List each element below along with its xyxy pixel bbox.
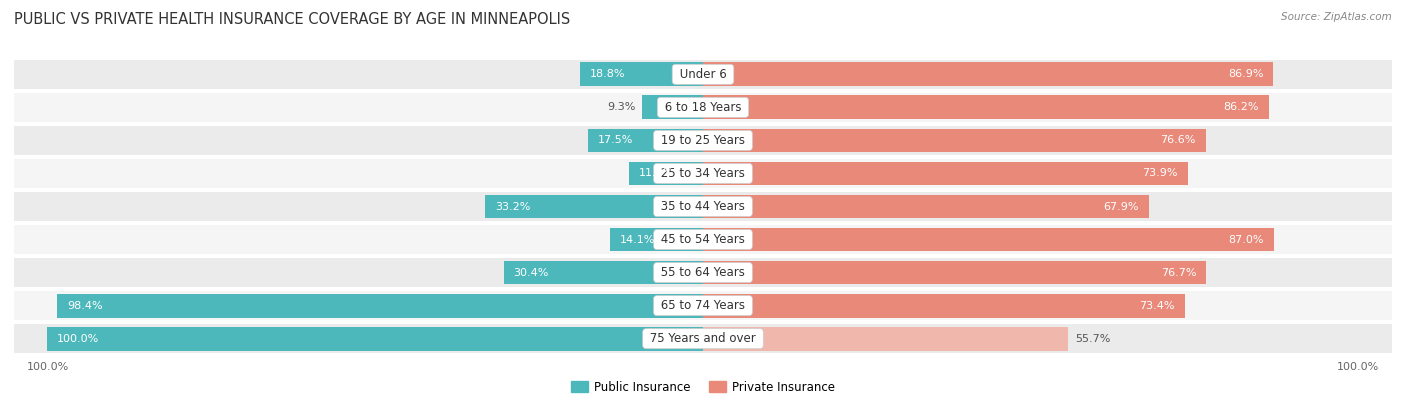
Bar	[14, 126, 1392, 155]
Text: 100.0%: 100.0%	[56, 334, 98, 344]
Text: 98.4%: 98.4%	[67, 301, 103, 311]
Text: 18.8%: 18.8%	[589, 69, 626, 79]
Bar	[703, 62, 1274, 86]
Text: 55 to 64 Years: 55 to 64 Years	[657, 266, 749, 279]
Bar	[588, 128, 703, 152]
Bar	[703, 228, 1274, 252]
Text: 14.1%: 14.1%	[620, 235, 655, 244]
Bar	[14, 225, 1392, 254]
Bar	[703, 161, 1188, 185]
Text: 55.7%: 55.7%	[1076, 334, 1111, 344]
Text: 76.7%: 76.7%	[1161, 268, 1197, 278]
Bar	[703, 95, 1268, 119]
Bar	[14, 159, 1392, 188]
Bar	[503, 261, 703, 285]
Text: 75 Years and over: 75 Years and over	[647, 332, 759, 345]
Text: Source: ZipAtlas.com: Source: ZipAtlas.com	[1281, 12, 1392, 22]
Bar	[14, 291, 1392, 320]
Legend: Public Insurance, Private Insurance: Public Insurance, Private Insurance	[567, 376, 839, 399]
Text: 6 to 18 Years: 6 to 18 Years	[661, 101, 745, 114]
Text: 35 to 44 Years: 35 to 44 Years	[657, 200, 749, 213]
Text: 33.2%: 33.2%	[495, 202, 530, 211]
Text: 9.3%: 9.3%	[607, 102, 636, 112]
Text: 86.2%: 86.2%	[1223, 102, 1258, 112]
Text: 87.0%: 87.0%	[1229, 235, 1264, 244]
Text: 73.4%: 73.4%	[1139, 301, 1175, 311]
Text: 17.5%: 17.5%	[598, 135, 633, 145]
Bar	[14, 192, 1392, 221]
Bar	[703, 327, 1069, 351]
Bar	[485, 195, 703, 218]
Text: 76.6%: 76.6%	[1160, 135, 1195, 145]
Text: 86.9%: 86.9%	[1227, 69, 1264, 79]
Bar	[14, 258, 1392, 287]
Bar	[14, 60, 1392, 89]
Bar	[46, 327, 703, 351]
Text: 100.0%: 100.0%	[27, 363, 69, 373]
Bar	[14, 324, 1392, 353]
Bar	[58, 294, 703, 318]
Bar	[703, 195, 1149, 218]
Text: 67.9%: 67.9%	[1104, 202, 1139, 211]
Bar	[610, 228, 703, 252]
Text: 100.0%: 100.0%	[1337, 363, 1379, 373]
Bar	[14, 93, 1392, 122]
Text: Under 6: Under 6	[676, 68, 730, 81]
Text: 11.3%: 11.3%	[638, 169, 673, 178]
Text: 30.4%: 30.4%	[513, 268, 548, 278]
Bar	[703, 261, 1206, 285]
Text: 73.9%: 73.9%	[1143, 169, 1178, 178]
Text: 25 to 34 Years: 25 to 34 Years	[657, 167, 749, 180]
Bar	[703, 128, 1205, 152]
Bar	[628, 161, 703, 185]
Bar	[703, 294, 1185, 318]
Text: 65 to 74 Years: 65 to 74 Years	[657, 299, 749, 312]
Bar	[643, 95, 703, 119]
Text: PUBLIC VS PRIVATE HEALTH INSURANCE COVERAGE BY AGE IN MINNEAPOLIS: PUBLIC VS PRIVATE HEALTH INSURANCE COVER…	[14, 12, 571, 27]
Text: 19 to 25 Years: 19 to 25 Years	[657, 134, 749, 147]
Text: 45 to 54 Years: 45 to 54 Years	[657, 233, 749, 246]
Bar	[579, 62, 703, 86]
